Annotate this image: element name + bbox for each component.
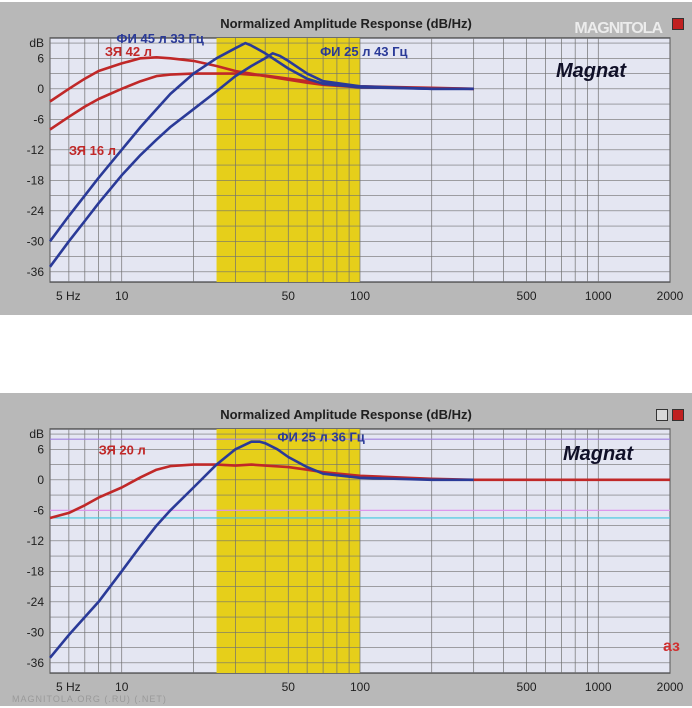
y-tick-label: -12 (27, 143, 45, 157)
chart-title-top: Normalized Amplitude Response (dB/Hz) (220, 16, 472, 31)
y-tick-label: -30 (27, 234, 45, 248)
y-tick-label: 6 (37, 51, 44, 65)
chart-panel-top: dB 6 0 -6 -12 -18 -24 -30 -36 5 Hz 10 50 100 500 1000 2… (0, 2, 692, 315)
grid-bottom (49, 429, 671, 673)
y-tick-label: dB (29, 36, 44, 50)
x-tick-label: 100 (350, 289, 370, 303)
y-tick-label: -30 (27, 625, 45, 639)
y-tick-label: 0 (37, 473, 44, 487)
x-tick-label: 2000 (657, 289, 684, 303)
x-tick-label: 1000 (585, 289, 612, 303)
brand-label-top: Magnat (556, 60, 626, 82)
x-tick-label: 1000 (585, 680, 612, 694)
grid-top (49, 38, 671, 282)
y-tick-label: -18 (27, 173, 45, 187)
y-tick-label: -6 (33, 503, 44, 517)
watermark-logo: MAGNITOLA (574, 20, 663, 37)
close-icon[interactable] (672, 409, 684, 421)
x-tick-label: 5 Hz (56, 680, 81, 694)
window-controls-bottom (656, 409, 684, 421)
y-tick-label: -12 (27, 534, 45, 548)
y-tick-label: -36 (27, 656, 45, 670)
y-tick-label: -18 (27, 564, 45, 578)
chart-plot-top: dB6 0 -6 -12 -18 -24 -30 -36 5 Hz 10 50 100 500 1000 2… (27, 31, 684, 303)
y-tick-label: -6 (33, 112, 44, 126)
y-tick-label: -24 (27, 204, 45, 218)
x-tick-label: 10 (115, 289, 129, 303)
corner-mark: аз (662, 638, 680, 655)
close-icon[interactable] (672, 18, 684, 30)
series-label: ЗЯ 42 л (105, 44, 152, 59)
brand-label-bottom: Magnat (563, 443, 633, 465)
x-tick-label: 500 (517, 289, 537, 303)
x-tick-label: 100 (350, 680, 370, 694)
x-tick-label: 5 Hz (56, 289, 81, 303)
y-tick-label: 0 (37, 82, 44, 96)
series-label: ФИ 25 л 36 Гц (277, 430, 364, 445)
y-tick-label: -24 (27, 595, 45, 609)
minimize-icon[interactable] (656, 409, 668, 421)
y-tick-label: -36 (27, 265, 45, 279)
y-tick-label: dB (29, 427, 44, 441)
series-label: ФИ 25 л 43 Гц (320, 44, 407, 59)
chart-panel-bottom: dB 6 0 -6 -12 -18 -24 -30 -36 5 Hz 10 50 100 500 1000 2… (0, 393, 692, 706)
y-tick-label: 6 (37, 442, 44, 456)
x-tick-label: 50 (282, 289, 296, 303)
chart-plot-bottom: dB6 0 -6 -12 -18 -24 -30 -36 5 Hz 10 50 100 500 1000 2… (27, 427, 684, 694)
window-controls-top (672, 18, 684, 30)
footer-url: MAGNITOLA.ORG (.RU) (.NET) (12, 694, 167, 704)
x-tick-label: 500 (517, 680, 537, 694)
series-line (48, 51, 474, 268)
x-tick-label: 10 (115, 680, 129, 694)
series-label: ЗЯ 16 л (69, 143, 116, 158)
x-tick-label: 50 (282, 680, 296, 694)
chart-title-bottom: Normalized Amplitude Response (dB/Hz) (220, 407, 472, 422)
series-label: ЗЯ 20 л (99, 442, 146, 457)
x-tick-label: 2000 (657, 680, 684, 694)
series-line (48, 41, 474, 243)
series-label: ФИ 45 л 33 Гц (116, 31, 203, 46)
series-line (48, 440, 474, 659)
series-line (49, 463, 670, 520)
